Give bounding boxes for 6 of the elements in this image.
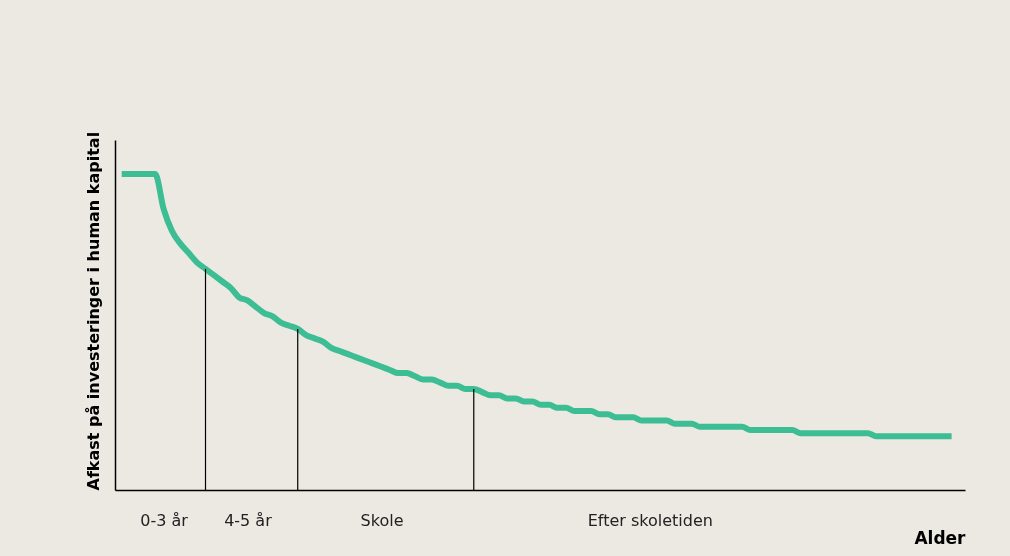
x-tick-label: Skole [360,510,404,530]
x-tick-label: Efter skoletiden [587,510,713,530]
x-tick-label: 0-3 år [140,510,189,530]
x-axis-title: Alder [914,527,967,548]
x-tick-label: 4-5 år [224,510,273,530]
y-axis-title: Afkast på investeringer i human kapital [83,131,103,491]
